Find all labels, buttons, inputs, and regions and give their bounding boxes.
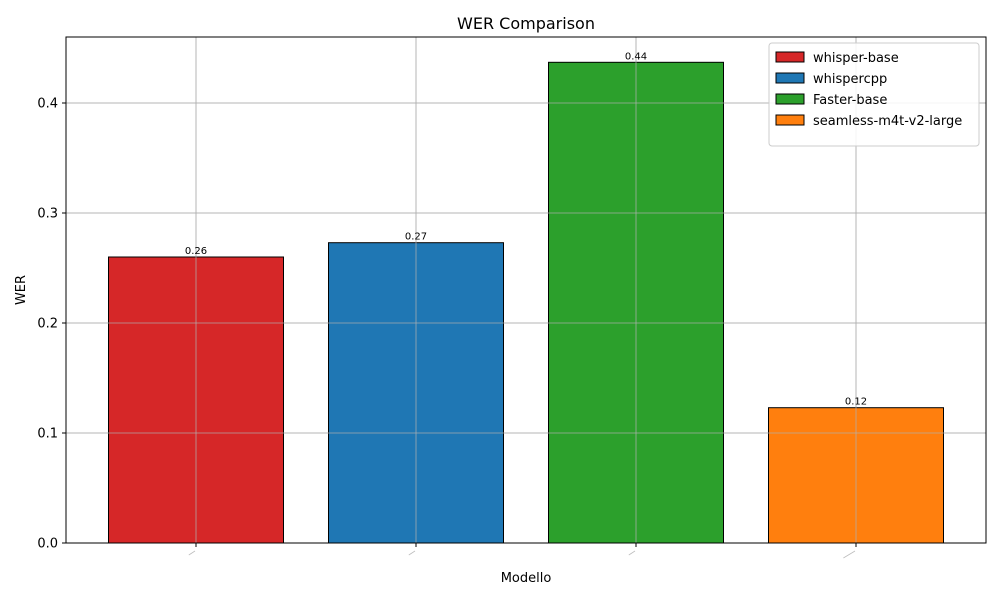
x-tick-label-mark-2 <box>628 550 636 556</box>
legend-entry-0: whisper-base <box>813 51 899 66</box>
bars <box>66 37 986 544</box>
data-label-3: 0.12 <box>845 397 867 408</box>
x-tick-label-mark-1 <box>408 550 416 556</box>
legend-entry-1: whispercpp <box>813 72 887 87</box>
y-axis-label: WER <box>14 275 29 305</box>
plot-frame <box>65 36 987 544</box>
legend-entry-3: seamless-m4t-v2-large <box>813 114 962 129</box>
y-tick-label-4: 0.4 <box>37 97 58 112</box>
y-tick-label-1: 0.1 <box>37 427 58 442</box>
chart-title: WER Comparison <box>457 14 595 33</box>
data-label-1: 0.27 <box>405 232 427 243</box>
legend-entry-2: Faster-base <box>813 93 887 108</box>
x-tick-label-mark-3 <box>843 550 856 559</box>
y-tick-label-2: 0.2 <box>37 317 58 332</box>
data-label-0: 0.26 <box>185 246 207 257</box>
y-tick-label-3: 0.3 <box>37 207 58 222</box>
legend-swatch-0 <box>775 51 805 63</box>
legend-swatch-3 <box>775 114 805 126</box>
legend-swatch-1 <box>775 72 805 84</box>
x-tick-label-mark-0 <box>188 550 196 556</box>
legend: whisper-base whispercpp Faster-base seamles… <box>768 42 980 147</box>
legend-box <box>768 42 980 147</box>
x-axis-label: Modello <box>501 571 552 586</box>
y-tick-label-0: 0.0 <box>37 537 58 552</box>
data-labels: 0.26 0.27 0.44 0.12 <box>185 51 867 407</box>
data-label-2: 0.44 <box>625 51 647 62</box>
legend-swatch-2 <box>775 93 805 105</box>
axes: 0.0 0.1 0.2 0.3 0.4 <box>37 36 987 559</box>
